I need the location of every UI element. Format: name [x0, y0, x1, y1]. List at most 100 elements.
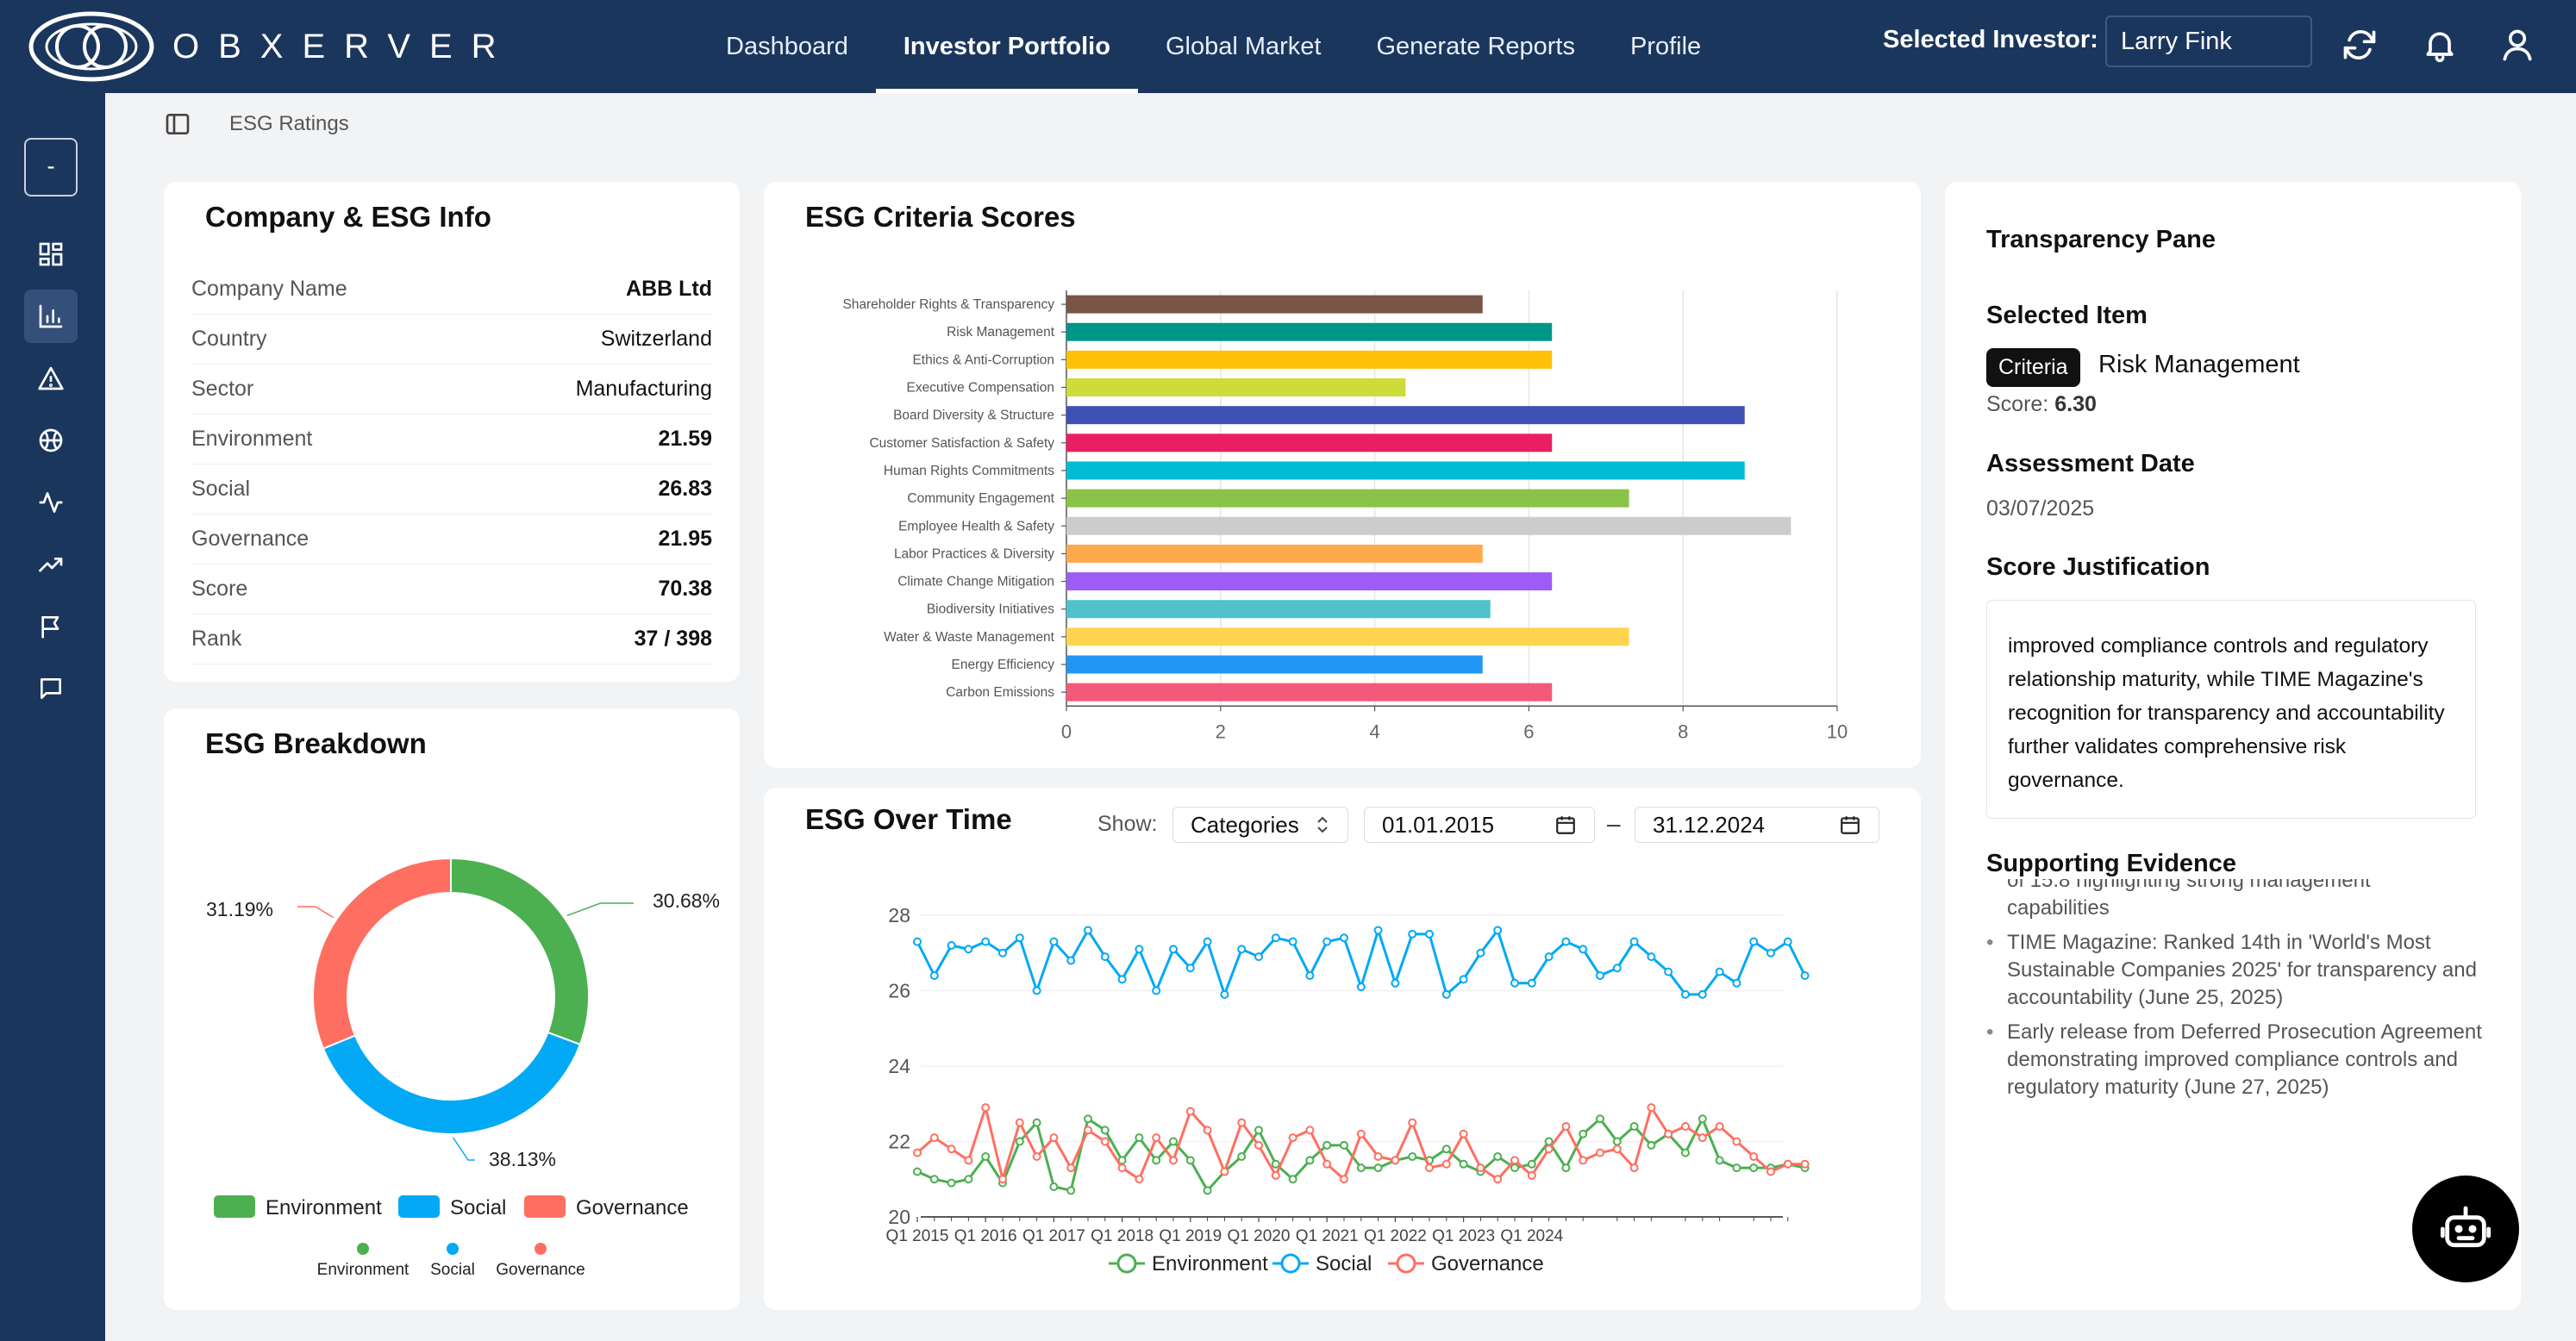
- data-point-environment[interactable]: [1612, 1137, 1622, 1146]
- data-point-environment[interactable]: [1015, 1137, 1024, 1146]
- data-point-governance[interactable]: [1493, 1175, 1503, 1184]
- data-point-social[interactable]: [1629, 937, 1639, 946]
- data-point-governance[interactable]: [1203, 1126, 1212, 1135]
- data-point-governance[interactable]: [1783, 1159, 1792, 1169]
- data-point-environment[interactable]: [1100, 1126, 1110, 1135]
- data-point-governance[interactable]: [913, 1148, 922, 1157]
- data-point-governance[interactable]: [1544, 1145, 1554, 1154]
- data-point-governance[interactable]: [1084, 1126, 1092, 1135]
- data-point-governance[interactable]: [1459, 1129, 1468, 1138]
- data-point-environment[interactable]: [1732, 1163, 1741, 1173]
- data-point-social[interactable]: [1015, 933, 1024, 943]
- data-point-environment[interactable]: [929, 1175, 939, 1184]
- data-point-social[interactable]: [1441, 989, 1451, 999]
- data-point-social[interactable]: [1271, 933, 1280, 943]
- data-point-social[interactable]: [913, 937, 922, 946]
- data-point-governance[interactable]: [1220, 1167, 1229, 1176]
- data-point-social[interactable]: [1220, 989, 1229, 999]
- data-point-environment[interactable]: [1715, 1156, 1724, 1165]
- data-point-environment[interactable]: [1237, 1152, 1247, 1161]
- data-point-social[interactable]: [947, 941, 956, 950]
- data-point-social[interactable]: [1476, 948, 1485, 957]
- criteria-bar[interactable]: [1066, 572, 1553, 591]
- sidebar-flags[interactable]: [24, 600, 78, 653]
- data-point-social[interactable]: [1612, 964, 1622, 973]
- data-point-social[interactable]: [1305, 971, 1315, 980]
- data-point-environment[interactable]: [1441, 1145, 1451, 1154]
- legend-item[interactable]: Environment: [214, 1195, 382, 1219]
- data-point-social[interactable]: [1732, 978, 1741, 988]
- data-point-environment[interactable]: [1032, 1118, 1041, 1127]
- data-point-environment[interactable]: [1084, 1114, 1092, 1124]
- data-point-environment[interactable]: [1254, 1126, 1263, 1135]
- data-point-governance[interactable]: [964, 1156, 973, 1165]
- calendar-icon[interactable]: [1554, 814, 1577, 836]
- data-point-governance[interactable]: [1049, 1133, 1059, 1143]
- data-point-governance[interactable]: [1749, 1152, 1759, 1161]
- data-point-governance[interactable]: [1800, 1159, 1810, 1169]
- data-point-governance[interactable]: [1715, 1122, 1724, 1131]
- criteria-bar[interactable]: [1066, 489, 1629, 508]
- data-point-governance[interactable]: [1612, 1145, 1622, 1154]
- legend-item[interactable]: Governance: [524, 1195, 689, 1219]
- data-point-social[interactable]: [998, 948, 1007, 957]
- nav-generate-reports[interactable]: Generate Reports: [1376, 32, 1575, 60]
- score-justification-box[interactable]: improved compliance controls and regulat…: [1986, 600, 2476, 819]
- legend-item[interactable]: Governance: [1388, 1252, 1544, 1276]
- criteria-bar[interactable]: [1066, 406, 1745, 425]
- data-point-social[interactable]: [1322, 937, 1332, 946]
- data-point-social[interactable]: [1066, 956, 1076, 965]
- data-point-governance[interactable]: [1647, 1103, 1656, 1113]
- criteria-bar[interactable]: [1066, 544, 1483, 563]
- data-point-governance[interactable]: [1032, 1152, 1041, 1161]
- data-point-social[interactable]: [1510, 978, 1519, 988]
- category-select[interactable]: Categories: [1172, 807, 1348, 843]
- data-point-governance[interactable]: [1185, 1107, 1195, 1116]
- data-point-social[interactable]: [1356, 982, 1366, 992]
- data-point-governance[interactable]: [1169, 1156, 1178, 1165]
- data-point-environment[interactable]: [1493, 1152, 1503, 1161]
- data-point-governance[interactable]: [1152, 1133, 1161, 1143]
- data-point-governance[interactable]: [1254, 1140, 1263, 1150]
- data-point-social[interactable]: [1766, 948, 1775, 957]
- criteria-bar[interactable]: [1066, 600, 1491, 619]
- data-point-social[interactable]: [1254, 952, 1263, 962]
- data-point-environment[interactable]: [1373, 1163, 1383, 1173]
- data-point-social[interactable]: [1340, 933, 1348, 943]
- sidebar-dashboard[interactable]: [24, 228, 78, 281]
- data-point-environment[interactable]: [981, 1152, 991, 1161]
- donut-slice-environment[interactable]: [450, 857, 590, 1046]
- data-point-governance[interactable]: [1373, 1152, 1383, 1161]
- data-point-social[interactable]: [1203, 937, 1212, 946]
- data-point-social[interactable]: [1493, 926, 1503, 935]
- data-point-social[interactable]: [1135, 945, 1144, 954]
- data-point-environment[interactable]: [1356, 1163, 1366, 1173]
- data-point-environment[interactable]: [1305, 1156, 1315, 1165]
- data-point-social[interactable]: [1698, 989, 1707, 999]
- refresh-icon[interactable]: [2341, 26, 2379, 64]
- data-point-social[interactable]: [1459, 975, 1468, 984]
- data-point-environment[interactable]: [1066, 1186, 1076, 1195]
- data-point-social[interactable]: [1169, 945, 1178, 954]
- legend-item[interactable]: Social: [1272, 1252, 1372, 1276]
- data-point-environment[interactable]: [1322, 1140, 1332, 1150]
- data-point-social[interactable]: [1596, 971, 1604, 980]
- data-point-governance[interactable]: [1066, 1163, 1076, 1173]
- data-point-governance[interactable]: [1408, 1118, 1417, 1127]
- data-point-environment[interactable]: [1459, 1159, 1468, 1169]
- data-point-governance[interactable]: [1732, 1137, 1741, 1146]
- data-point-social[interactable]: [1288, 937, 1297, 946]
- logo[interactable]: OBXERVER: [26, 9, 516, 84]
- donut-slice-governance[interactable]: [312, 857, 452, 1050]
- data-point-environment[interactable]: [1579, 1129, 1588, 1138]
- date-to-input[interactable]: 31.12.2024: [1635, 807, 1879, 843]
- data-point-social[interactable]: [1425, 929, 1434, 939]
- sidebar-collapse-button[interactable]: -: [24, 138, 78, 196]
- sidebar-activity[interactable]: [24, 476, 78, 529]
- data-point-governance[interactable]: [1579, 1156, 1588, 1165]
- data-point-environment[interactable]: [1629, 1122, 1639, 1131]
- data-point-social[interactable]: [1100, 952, 1110, 962]
- data-point-governance[interactable]: [1117, 1163, 1127, 1173]
- data-point-environment[interactable]: [1698, 1114, 1707, 1124]
- nav-global-market[interactable]: Global Market: [1165, 32, 1322, 60]
